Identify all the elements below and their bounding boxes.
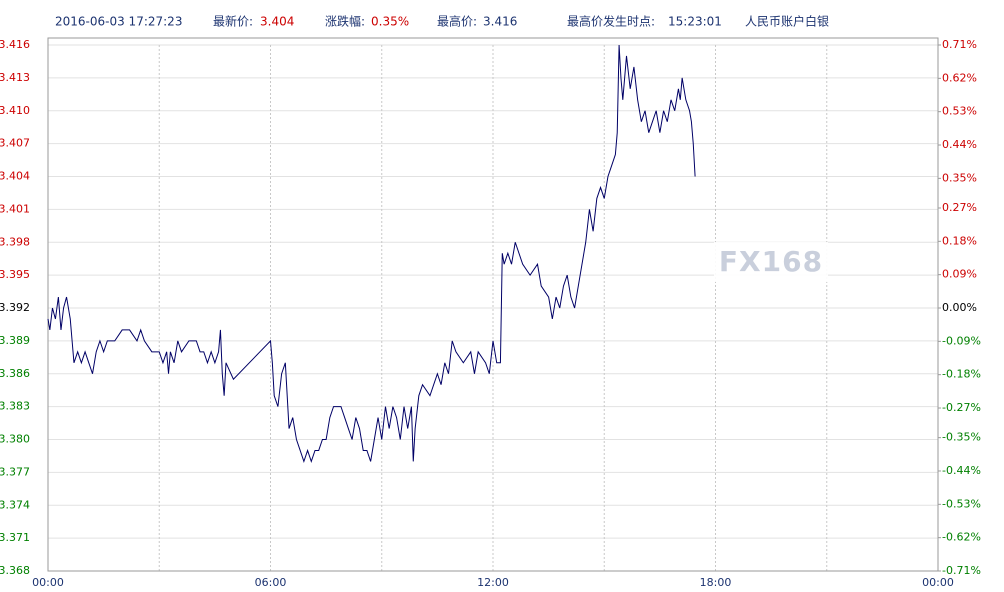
instrument: 人民币账户白银 — [745, 14, 829, 29]
y-tick-label: 3.386 — [0, 367, 30, 380]
y2-tick-label: -0.71% — [942, 564, 981, 577]
x-tick-label: 00:00 — [922, 576, 954, 589]
y-tick-label: 3.392 — [0, 301, 30, 314]
y2-tick-label: 0.00% — [942, 301, 977, 314]
y-tick-label: 3.395 — [0, 268, 30, 281]
y-tick-label: 3.377 — [0, 465, 30, 478]
y2-tick-label: 0.71% — [942, 38, 977, 51]
plot-frame — [47, 37, 939, 572]
high-label: 最高价: — [437, 14, 477, 29]
y2-tick-label: -0.35% — [942, 431, 981, 444]
high-time-label: 最高价发生时点: — [567, 14, 655, 29]
change-label: 涨跌幅: — [325, 14, 365, 29]
high-value: 3.416 — [483, 15, 517, 29]
y2-tick-label: 0.27% — [942, 201, 977, 214]
y-tick-label: 3.404 — [0, 170, 30, 183]
price-line — [47, 44, 696, 463]
change-value: 0.35% — [371, 15, 409, 29]
y-tick-label: 3.371 — [0, 531, 30, 544]
y2-tick-label: -0.18% — [942, 368, 981, 381]
y-tick-label: 3.389 — [0, 334, 30, 347]
y2-tick-label: 0.62% — [942, 71, 977, 84]
watermark-bg — [714, 242, 828, 282]
y2-tick-label: 0.53% — [942, 105, 977, 118]
y-tick-label: 3.407 — [0, 137, 30, 150]
latest-value: 3.404 — [260, 15, 294, 29]
y2-tick-label: -0.62% — [942, 531, 981, 544]
y-tick-label: 3.401 — [0, 202, 30, 215]
y2-tick-label: 0.18% — [942, 234, 977, 247]
y2-tick-label: -0.27% — [942, 401, 981, 414]
y-tick-label: 3.368 — [0, 564, 30, 577]
high-time-value: 15:23:01 — [668, 15, 722, 29]
x-tick-label: 00:00 — [32, 576, 64, 589]
watermark: FX168 — [719, 245, 823, 278]
y-tick-label: 3.380 — [0, 433, 30, 446]
timestamp: 2016-06-03 17:27:23 — [55, 15, 182, 29]
y-tick-label: 3.413 — [0, 71, 30, 84]
y-tick-label: 3.383 — [0, 400, 30, 413]
x-tick-label: 06:00 — [255, 576, 287, 589]
y2-tick-label: 0.44% — [942, 138, 977, 151]
latest-label: 最新价: — [213, 14, 253, 29]
y2-tick-label: 0.09% — [942, 268, 977, 281]
y-tick-label: 3.374 — [0, 498, 30, 511]
x-tick-label: 18:00 — [700, 576, 732, 589]
y-tick-label: 3.398 — [0, 235, 30, 248]
y-tick-label: 3.410 — [0, 104, 30, 117]
y-tick-label: 3.416 — [0, 38, 30, 51]
y2-tick-label: 0.35% — [942, 171, 977, 184]
y2-tick-label: -0.53% — [942, 497, 981, 510]
x-tick-label: 12:00 — [477, 576, 509, 589]
y2-tick-label: -0.44% — [942, 464, 981, 477]
y2-tick-label: -0.09% — [942, 334, 981, 347]
